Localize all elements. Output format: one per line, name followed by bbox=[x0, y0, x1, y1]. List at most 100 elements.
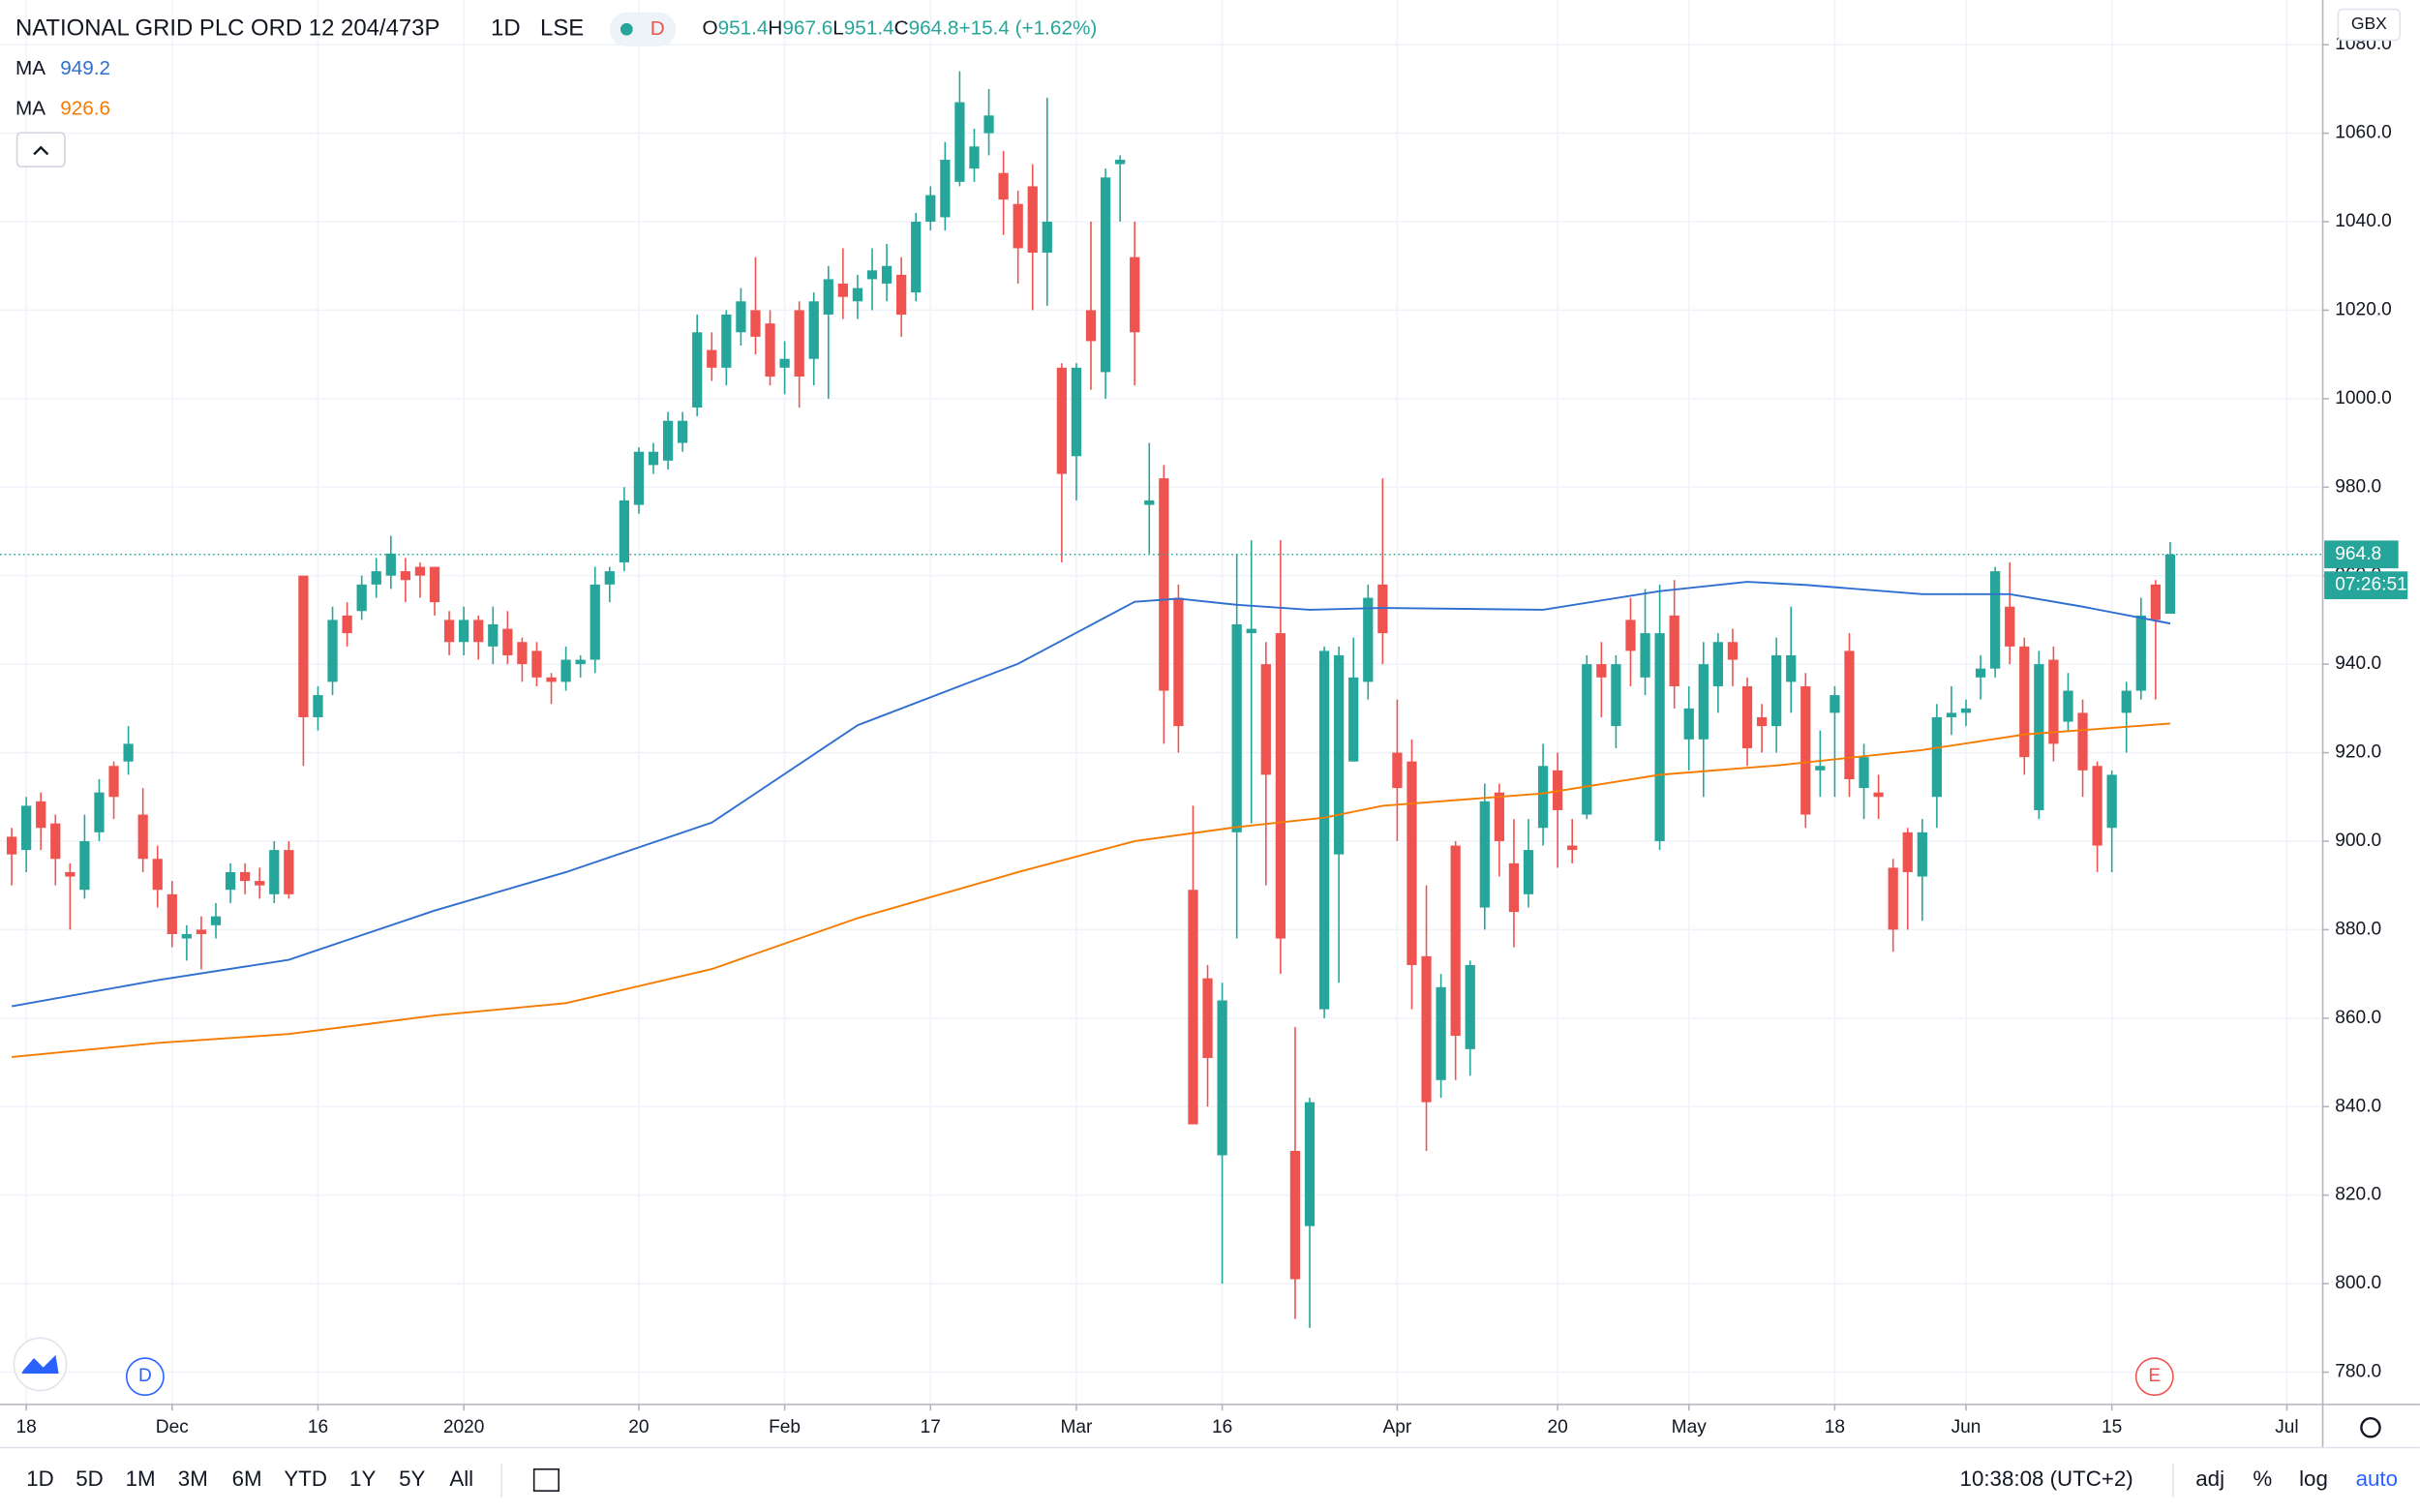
candle-body bbox=[1260, 664, 1271, 775]
candle-body bbox=[1917, 832, 1927, 877]
candle-body bbox=[210, 916, 222, 925]
candle-body bbox=[414, 566, 426, 576]
candle-body bbox=[954, 102, 965, 182]
candle-body bbox=[531, 650, 542, 678]
candle-body bbox=[1027, 186, 1038, 254]
candle-body bbox=[1873, 792, 1884, 798]
candle-body bbox=[1217, 1000, 1227, 1156]
ma-name: MA bbox=[15, 57, 45, 79]
candle-body bbox=[1596, 664, 1607, 678]
candle-body bbox=[36, 801, 46, 829]
candle-body bbox=[721, 315, 732, 368]
earnings-marker[interactable] bbox=[2134, 1357, 2174, 1397]
x-tick-label: May bbox=[1672, 1417, 1708, 1437]
candle-body bbox=[1144, 499, 1155, 505]
range-button[interactable]: All bbox=[449, 1467, 473, 1491]
candle-body bbox=[79, 840, 90, 891]
candle-body bbox=[575, 659, 586, 665]
candle-body bbox=[546, 677, 557, 682]
ohlc-value: 967.6 bbox=[782, 17, 832, 40]
candle-body bbox=[837, 284, 848, 297]
clock[interactable]: 10:38:08 (UTC+2) bbox=[1960, 1467, 2133, 1491]
candle-body bbox=[794, 310, 804, 378]
range-button[interactable]: 1M bbox=[126, 1467, 156, 1491]
candle-body bbox=[1173, 597, 1184, 727]
candle-body bbox=[255, 881, 265, 886]
candle-body bbox=[940, 160, 951, 218]
candle-body bbox=[1975, 668, 1986, 678]
plot bbox=[0, 71, 2323, 1328]
candle-body bbox=[1275, 633, 1286, 939]
candle-body bbox=[823, 279, 833, 316]
y-tick-label: 920.0 bbox=[2335, 742, 2381, 763]
candle-body bbox=[1479, 801, 1490, 908]
candle-body bbox=[94, 792, 105, 832]
candle-body bbox=[1407, 761, 1417, 965]
date-range-icon[interactable] bbox=[532, 1468, 560, 1492]
x-tick-label: 20 bbox=[1547, 1417, 1567, 1437]
candle-body bbox=[1537, 766, 1549, 829]
candle-body bbox=[2121, 690, 2132, 713]
candle-body bbox=[1902, 832, 1913, 872]
interval: 1D bbox=[491, 15, 521, 42]
candle-body bbox=[1508, 862, 1520, 913]
candle-body bbox=[662, 420, 674, 461]
scale-option[interactable]: % bbox=[2253, 1467, 2272, 1491]
axes: 780.0 800.0 820.0 840.0 860.0 880.0 900.0 920.0… bbox=[15, 34, 2408, 1437]
status-pill[interactable] bbox=[609, 12, 677, 46]
candle-body bbox=[1712, 642, 1723, 686]
candle-body bbox=[1815, 766, 1826, 771]
range-button[interactable]: YTD bbox=[284, 1467, 327, 1491]
chevron-icon bbox=[33, 145, 49, 156]
candle-body bbox=[1013, 203, 1023, 249]
candle-body bbox=[6, 836, 17, 855]
x-tick-label: 15 bbox=[2102, 1417, 2122, 1437]
dividend-marker[interactable] bbox=[125, 1357, 165, 1397]
range-button[interactable]: 5Y bbox=[399, 1467, 425, 1491]
settings-icon[interactable] bbox=[2360, 1417, 2381, 1438]
candle-body bbox=[1625, 620, 1636, 651]
range-button[interactable]: 1D bbox=[26, 1467, 54, 1491]
candle-body bbox=[1844, 650, 1855, 779]
candle-body bbox=[678, 420, 688, 443]
ohlc-label: C bbox=[894, 17, 909, 40]
x-tick-label: 16 bbox=[1212, 1417, 1232, 1437]
candle-body bbox=[1756, 716, 1768, 727]
y-tick-label: 820.0 bbox=[2335, 1185, 2381, 1205]
range-button[interactable]: 5D bbox=[76, 1467, 104, 1491]
scale-option[interactable]: adj bbox=[2195, 1467, 2224, 1491]
x-tick-label: 20 bbox=[628, 1417, 649, 1437]
range-button[interactable]: 1Y bbox=[349, 1467, 376, 1491]
candle-body bbox=[400, 571, 410, 581]
candle-body bbox=[2034, 664, 2044, 810]
countdown-tag bbox=[2324, 571, 2408, 599]
x-tick-label: 18 bbox=[1825, 1417, 1845, 1437]
candle-body bbox=[1946, 712, 1957, 717]
candle-body bbox=[1421, 955, 1432, 1103]
collapse-button[interactable] bbox=[15, 132, 66, 167]
symbol-title: NATIONAL GRID PLC ORD 12 204/473P bbox=[15, 15, 439, 42]
y-tick-label: 800.0 bbox=[2335, 1273, 2381, 1293]
candle-body bbox=[313, 695, 323, 717]
candle-body bbox=[108, 766, 119, 798]
range-button[interactable]: 6M bbox=[232, 1467, 262, 1491]
candle-body bbox=[765, 323, 775, 378]
status-letter: D bbox=[650, 17, 665, 40]
candle-body bbox=[166, 893, 177, 934]
bottom-toolbar: 1D 5D 1M 3M 6M YTD 1Y 5Y All 10:38:08 (UTC+2) adj%… bbox=[26, 1467, 2398, 1491]
scale-option[interactable]: auto bbox=[2356, 1467, 2398, 1491]
y-tick-label: 1060.0 bbox=[2335, 123, 2392, 143]
candle-body bbox=[1304, 1102, 1316, 1226]
candle-body bbox=[65, 871, 76, 877]
x-tick-label: Jun bbox=[1951, 1417, 1981, 1437]
candle-body bbox=[604, 571, 615, 585]
candle-body bbox=[298, 575, 309, 717]
candle-body bbox=[240, 871, 251, 882]
x-tick-label: 16 bbox=[308, 1417, 328, 1437]
candle-body bbox=[2048, 659, 2059, 744]
candle-body bbox=[1640, 633, 1650, 678]
scale-option[interactable]: log bbox=[2299, 1467, 2328, 1491]
range-button[interactable]: 3M bbox=[178, 1467, 208, 1491]
